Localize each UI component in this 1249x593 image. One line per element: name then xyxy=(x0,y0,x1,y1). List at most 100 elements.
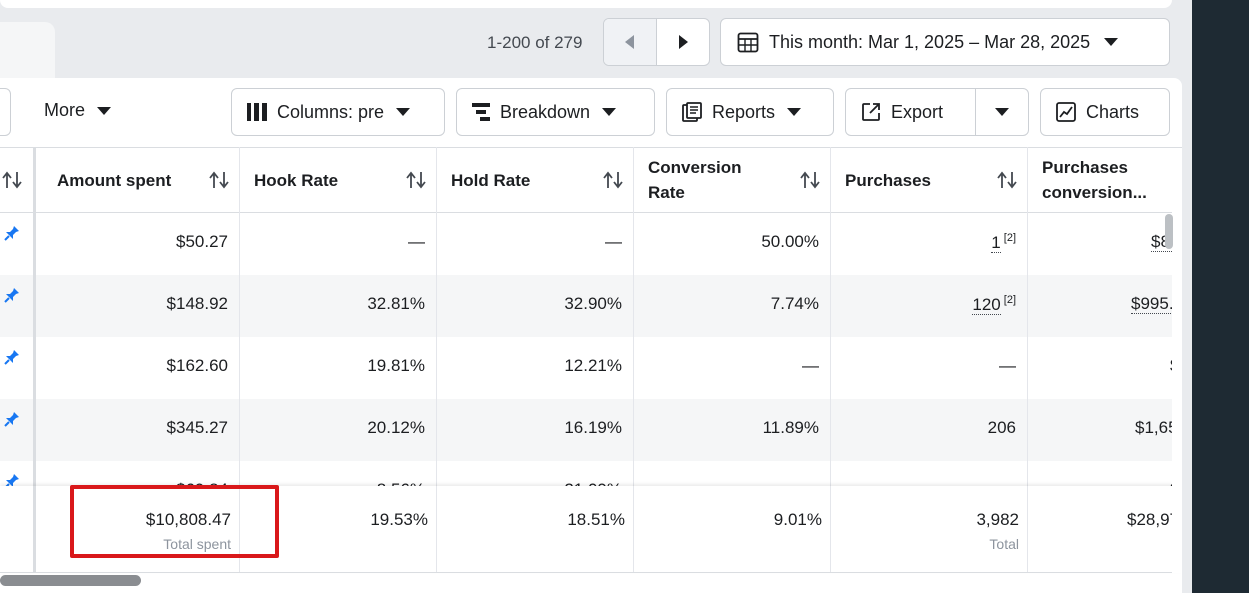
export-icon[interactable] xyxy=(861,102,881,122)
column-divider xyxy=(633,486,634,573)
header-purchases-conversion[interactable]: Purchases conversion... xyxy=(1042,155,1147,205)
cell-conversion-rate: — xyxy=(802,356,819,375)
header-hook-rate[interactable]: Hook Rate xyxy=(254,171,339,190)
top-panel-edge xyxy=(0,0,1172,8)
purchases-footnote: [2] xyxy=(1003,294,1016,306)
cell-conversion-rate: 7.74% xyxy=(770,294,819,313)
header-conversion-rate[interactable]: Conversion Rate xyxy=(648,155,742,205)
table-card: More Columns: pre Breakdown Reports Expo… xyxy=(0,78,1182,593)
data-table: Amount spent Hook Rate Hold Rate Convers… xyxy=(0,147,1182,593)
cell-purchases: 206 xyxy=(987,418,1016,437)
caret-right-icon xyxy=(679,35,688,49)
cell-hook-rate: 19.81% xyxy=(367,356,425,375)
column-divider xyxy=(239,147,240,573)
cell-conversion-rate: 50.00% xyxy=(761,232,819,251)
date-range-picker[interactable]: This month: Mar 1, 2025 – Mar 28, 2025 xyxy=(720,18,1170,66)
cell-purchases[interactable]: 120 [2] xyxy=(972,294,1016,315)
export-label[interactable]: Export xyxy=(891,101,944,122)
charts-button[interactable]: Charts xyxy=(1040,88,1170,136)
breakdown-button[interactable]: Breakdown xyxy=(456,88,655,136)
caret-left-icon xyxy=(625,35,634,49)
header-bottom-border xyxy=(0,212,1182,213)
columns-button[interactable]: Columns: pre xyxy=(231,88,445,136)
table-right-edge xyxy=(1172,148,1182,573)
header-conversion-rate-line2: Rate xyxy=(648,183,685,202)
purchases-footnote: [2] xyxy=(1003,232,1016,244)
column-divider xyxy=(239,486,240,573)
total-conversion-rate: 9.01% xyxy=(773,510,822,529)
sort-icon[interactable] xyxy=(603,171,623,189)
cell-amount-spent: $50.27 xyxy=(176,232,228,251)
calendar-icon xyxy=(737,32,759,53)
more-button[interactable]: More xyxy=(44,100,112,121)
pin-icon[interactable] xyxy=(4,411,20,432)
cell-conversion-rate: 11.89% xyxy=(762,418,819,437)
sort-icon[interactable] xyxy=(209,171,229,189)
cell-purchases[interactable]: 1 [2] xyxy=(991,232,1016,253)
cell-hold-rate: 32.90% xyxy=(564,294,622,313)
right-gutter xyxy=(1182,0,1192,593)
reports-button[interactable]: Reports xyxy=(666,88,834,136)
totals-bottom-border xyxy=(0,572,1182,573)
left-tab-panel xyxy=(0,22,55,82)
breakdown-label: Breakdown xyxy=(500,101,591,122)
total-hold-rate: 18.51% xyxy=(567,510,625,529)
cell-hook-rate: 32.81% xyxy=(367,294,425,313)
cell-hook-rate: 20.12% xyxy=(367,418,425,437)
pagination-controls xyxy=(603,18,710,66)
cell-hold-rate: — xyxy=(605,232,622,251)
header-top-border xyxy=(0,147,1182,148)
pin-icon[interactable] xyxy=(4,225,20,246)
column-divider xyxy=(830,486,831,573)
pin-icon[interactable] xyxy=(4,287,20,308)
total-purchases-conversion: $28,97 xyxy=(1127,510,1179,529)
columns-icon xyxy=(247,103,267,121)
total-purchases-label: Total xyxy=(989,536,1019,552)
annotation-highlight-box xyxy=(70,485,279,558)
more-label: More xyxy=(44,100,86,120)
sort-icon[interactable] xyxy=(800,171,820,189)
column-divider xyxy=(633,147,634,573)
sort-icon[interactable] xyxy=(2,171,22,189)
totals-row: $10,808.47 Total spent 19.53% 18.51% 9.0… xyxy=(0,486,1182,573)
header-purchases[interactable]: Purchases xyxy=(845,171,931,190)
cell-amount-spent: $162.60 xyxy=(166,356,228,375)
columns-label: Columns: pre xyxy=(277,101,385,122)
cell-amount-spent: $345.27 xyxy=(166,418,228,437)
side-dark-panel xyxy=(1192,0,1249,593)
sort-icon[interactable] xyxy=(997,171,1017,189)
breakdown-icon xyxy=(472,103,490,121)
purchases-conversion-value: $995.4 xyxy=(1131,294,1182,314)
chevron-down-icon xyxy=(1104,38,1119,46)
cell-purchases-conversion: $995.4 xyxy=(1131,294,1182,314)
export-dropdown-button[interactable] xyxy=(976,88,1028,136)
header-conversion-rate-line1: Conversion xyxy=(648,158,742,177)
cell-purchases-conversion: $1,65 xyxy=(1135,418,1178,437)
pin-icon[interactable] xyxy=(4,349,20,370)
header-purchases-conversion-line1: Purchases xyxy=(1042,158,1128,177)
chevron-down-icon xyxy=(396,108,411,116)
column-divider xyxy=(1027,486,1028,573)
chevron-down-icon xyxy=(787,108,802,116)
date-range-label: This month: Mar 1, 2025 – Mar 28, 2025 xyxy=(769,31,1091,52)
column-divider xyxy=(436,147,437,573)
export-divider xyxy=(975,88,976,136)
column-divider xyxy=(1027,147,1028,573)
vertical-scrollbar[interactable] xyxy=(1165,214,1173,249)
chevron-down-icon xyxy=(97,106,112,115)
header-hold-rate[interactable]: Hold Rate xyxy=(451,171,531,190)
header-amount-spent[interactable]: Amount spent xyxy=(57,171,172,190)
total-amount-spent-label: Total spent xyxy=(163,536,231,552)
cell-hold-rate: 12.21% xyxy=(564,356,622,375)
sort-icon[interactable] xyxy=(406,171,426,189)
export-button-group: Export xyxy=(845,88,1029,136)
truncated-button[interactable] xyxy=(0,88,11,136)
previous-page-button[interactable] xyxy=(604,19,657,65)
frozen-column-divider xyxy=(33,486,36,573)
horizontal-scrollbar[interactable] xyxy=(0,575,141,586)
cell-purchases: — xyxy=(999,356,1016,375)
purchases-value: 120 xyxy=(972,294,1001,315)
column-divider xyxy=(830,147,831,573)
next-page-button[interactable] xyxy=(657,19,709,65)
table-row-alt xyxy=(0,275,1182,337)
